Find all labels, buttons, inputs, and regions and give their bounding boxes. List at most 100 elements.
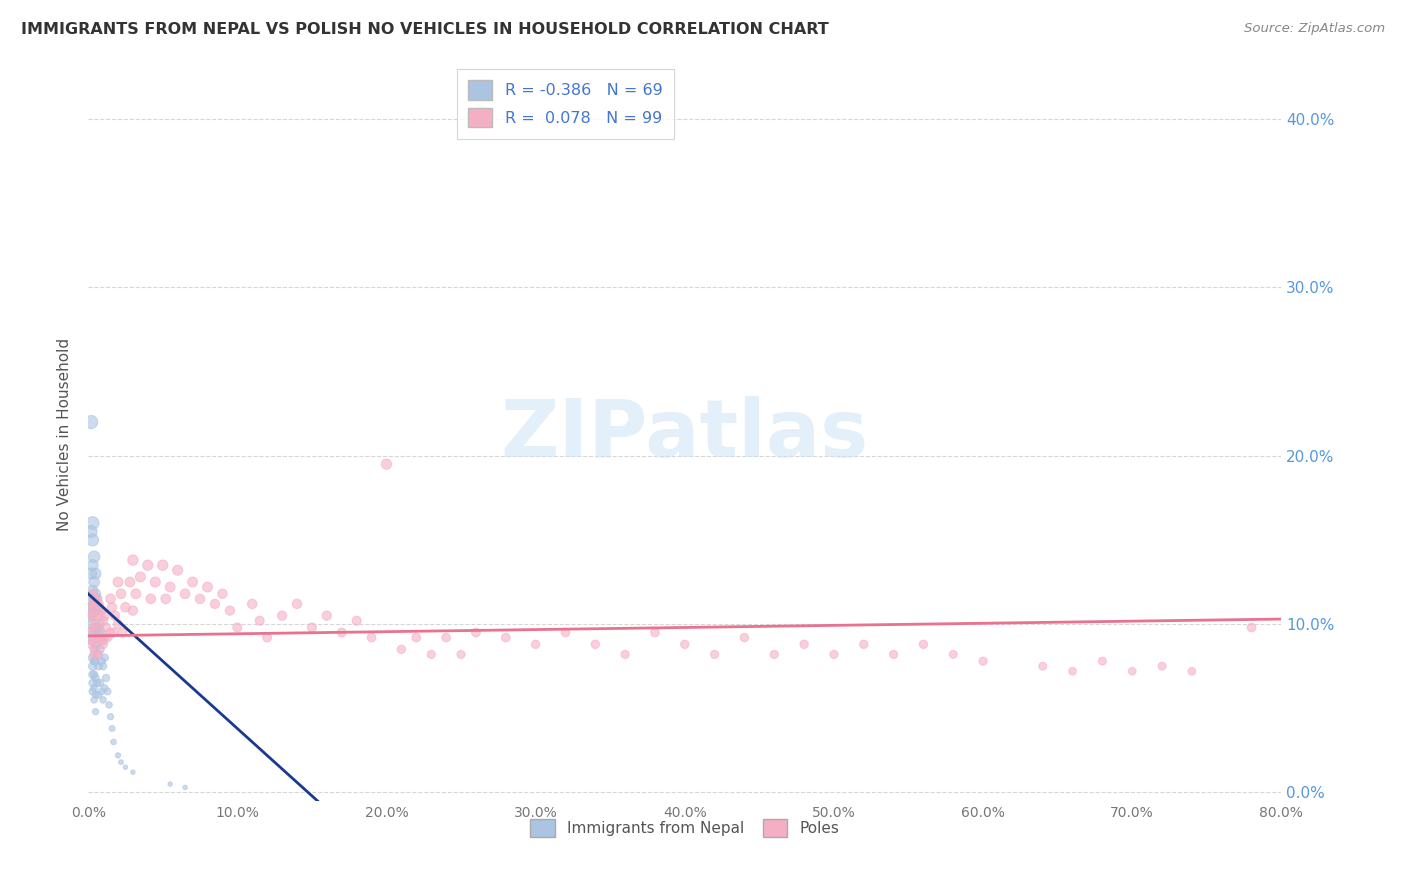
Point bbox=[89, 634, 111, 648]
Point bbox=[204, 597, 226, 611]
Point bbox=[495, 631, 517, 645]
Point bbox=[80, 637, 103, 651]
Point bbox=[155, 591, 177, 606]
Point bbox=[103, 735, 125, 749]
Point bbox=[315, 608, 337, 623]
Point bbox=[83, 681, 105, 695]
Point bbox=[83, 574, 105, 589]
Point bbox=[93, 608, 115, 623]
Point bbox=[94, 671, 117, 685]
Point bbox=[301, 620, 323, 634]
Point bbox=[823, 648, 845, 662]
Point bbox=[82, 634, 104, 648]
Point bbox=[84, 642, 107, 657]
Point bbox=[79, 591, 101, 606]
Point bbox=[114, 760, 136, 774]
Point bbox=[673, 637, 696, 651]
Point bbox=[84, 566, 107, 581]
Point bbox=[434, 631, 457, 645]
Point bbox=[152, 558, 174, 573]
Point bbox=[107, 748, 129, 763]
Point bbox=[79, 625, 101, 640]
Point bbox=[1240, 620, 1263, 634]
Point bbox=[100, 591, 122, 606]
Point bbox=[181, 574, 204, 589]
Point bbox=[86, 631, 108, 645]
Point bbox=[942, 648, 965, 662]
Point bbox=[972, 654, 994, 668]
Point bbox=[82, 587, 104, 601]
Point bbox=[80, 415, 103, 429]
Legend: Immigrants from Nepal, Poles: Immigrants from Nepal, Poles bbox=[523, 812, 846, 845]
Point bbox=[96, 631, 118, 645]
Point bbox=[271, 608, 294, 623]
Point bbox=[1091, 654, 1114, 668]
Point bbox=[87, 625, 110, 640]
Point bbox=[1152, 659, 1174, 673]
Point bbox=[763, 648, 786, 662]
Point bbox=[114, 600, 136, 615]
Point bbox=[465, 625, 488, 640]
Point bbox=[80, 600, 103, 615]
Point bbox=[101, 722, 124, 736]
Point bbox=[101, 600, 124, 615]
Point bbox=[110, 587, 132, 601]
Point bbox=[111, 625, 134, 640]
Y-axis label: No Vehicles in Household: No Vehicles in Household bbox=[58, 338, 72, 532]
Point bbox=[86, 591, 108, 606]
Point bbox=[793, 637, 815, 651]
Point bbox=[405, 631, 427, 645]
Point bbox=[89, 676, 111, 690]
Point bbox=[256, 631, 278, 645]
Point bbox=[524, 637, 547, 651]
Point bbox=[87, 648, 110, 662]
Point bbox=[90, 625, 112, 640]
Point bbox=[83, 549, 105, 564]
Point bbox=[733, 631, 755, 645]
Point bbox=[80, 608, 103, 623]
Text: IMMIGRANTS FROM NEPAL VS POLISH NO VEHICLES IN HOUSEHOLD CORRELATION CHART: IMMIGRANTS FROM NEPAL VS POLISH NO VEHIC… bbox=[21, 22, 830, 37]
Point bbox=[91, 693, 114, 707]
Point bbox=[389, 642, 412, 657]
Point bbox=[84, 654, 107, 668]
Point bbox=[82, 608, 104, 623]
Point bbox=[100, 709, 122, 723]
Point bbox=[450, 648, 472, 662]
Point bbox=[285, 597, 308, 611]
Point bbox=[87, 600, 110, 615]
Point bbox=[1032, 659, 1054, 673]
Point bbox=[82, 667, 104, 681]
Point bbox=[98, 698, 121, 712]
Point bbox=[84, 705, 107, 719]
Point bbox=[86, 620, 108, 634]
Point bbox=[91, 614, 114, 628]
Point bbox=[91, 634, 114, 648]
Point bbox=[91, 637, 114, 651]
Point bbox=[188, 591, 211, 606]
Point bbox=[226, 620, 249, 634]
Point bbox=[1181, 665, 1204, 679]
Point bbox=[249, 614, 271, 628]
Point bbox=[82, 676, 104, 690]
Point bbox=[84, 620, 107, 634]
Point bbox=[420, 648, 443, 662]
Point bbox=[360, 631, 382, 645]
Point bbox=[84, 671, 107, 685]
Point bbox=[583, 637, 606, 651]
Point bbox=[122, 604, 145, 618]
Point bbox=[107, 617, 129, 632]
Point bbox=[100, 625, 122, 640]
Point bbox=[83, 608, 105, 623]
Point bbox=[240, 597, 263, 611]
Point bbox=[83, 693, 105, 707]
Point bbox=[125, 587, 148, 601]
Point bbox=[87, 659, 110, 673]
Point bbox=[375, 457, 398, 471]
Point bbox=[84, 587, 107, 601]
Point bbox=[87, 688, 110, 702]
Point bbox=[80, 524, 103, 539]
Text: Source: ZipAtlas.com: Source: ZipAtlas.com bbox=[1244, 22, 1385, 36]
Point bbox=[89, 617, 111, 632]
Point bbox=[83, 648, 105, 662]
Point bbox=[103, 625, 125, 640]
